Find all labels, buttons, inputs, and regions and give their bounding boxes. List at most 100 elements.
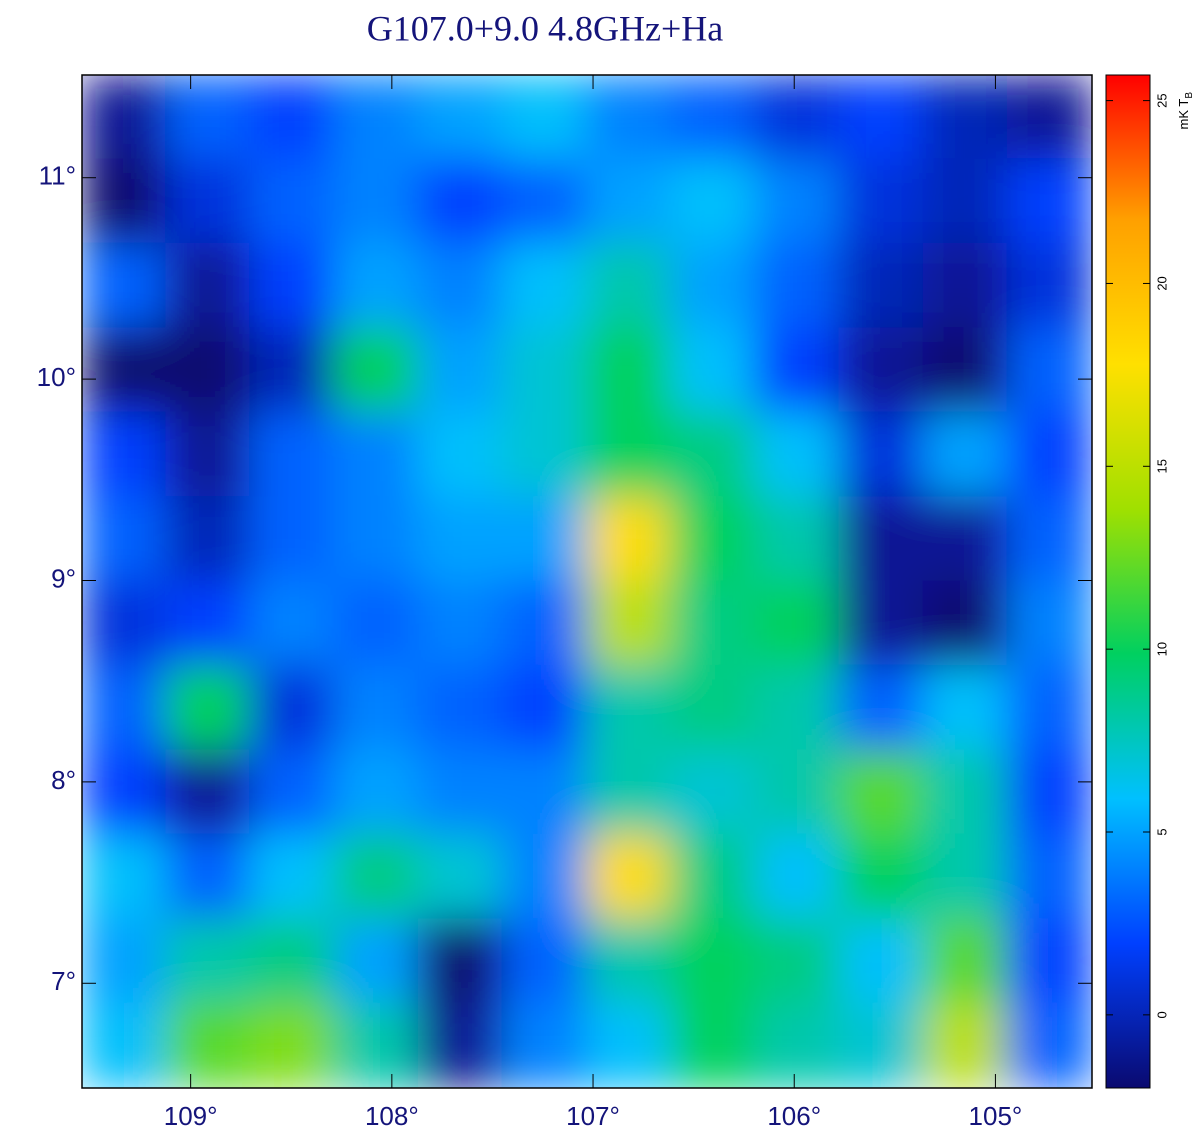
heat-cell [333, 833, 420, 921]
heat-cell [922, 158, 1009, 245]
heat-cell [333, 918, 420, 1005]
heat-cell [417, 411, 504, 499]
heat-cell [922, 664, 1009, 752]
heat-cell [1006, 158, 1092, 245]
heat-cell [922, 327, 1009, 414]
heat-cell [165, 75, 252, 161]
heat-cell [249, 158, 336, 245]
colorbar-tick-label: 0 [1154, 1011, 1169, 1018]
heat-cell [165, 242, 252, 330]
heat-cell [922, 242, 1009, 330]
heat-cell [670, 833, 757, 921]
heat-cell [249, 833, 336, 921]
heat-cell [754, 1002, 841, 1088]
heat-cell [586, 1002, 673, 1088]
heat-cell [922, 749, 1009, 836]
heat-cell [838, 1002, 925, 1088]
heat-cell [501, 242, 588, 330]
heat-cell [1006, 496, 1092, 583]
heat-cell [754, 158, 841, 245]
x-tick-label: 108° [365, 1101, 419, 1131]
heat-cell [165, 580, 252, 667]
heat-cell [82, 242, 168, 330]
heat-cell [838, 749, 925, 836]
heat-cell [249, 496, 336, 583]
heat-cell [838, 918, 925, 1005]
heat-cell [586, 749, 673, 836]
heat-cell [922, 411, 1009, 499]
heat-cell [754, 75, 841, 161]
heat-cell [249, 918, 336, 1005]
colorbar-tick-label: 5 [1154, 828, 1169, 835]
heat-cell [670, 749, 757, 836]
heat-cell [249, 1002, 336, 1088]
heat-cell [922, 75, 1009, 161]
heat-cell [922, 580, 1009, 667]
heat-cell [82, 411, 168, 499]
y-tick-label: 7° [51, 966, 76, 996]
heat-cell [1006, 580, 1092, 667]
heat-cell [333, 158, 420, 245]
heat-cell [838, 158, 925, 245]
heat-cell [586, 75, 673, 161]
heat-cell [922, 1002, 1009, 1088]
heat-cell [586, 411, 673, 499]
x-tick-label: 107° [566, 1101, 620, 1131]
y-tick-label: 9° [51, 563, 76, 593]
heat-cell [754, 242, 841, 330]
heat-cell [417, 749, 504, 836]
heat-cell [82, 1002, 168, 1088]
heat-cell [82, 749, 168, 836]
heat-cell [922, 833, 1009, 921]
heat-cell [501, 664, 588, 752]
heat-cell [249, 242, 336, 330]
y-tick-label: 10° [37, 362, 76, 392]
heat-cell [165, 833, 252, 921]
heat-cell [501, 1002, 588, 1088]
heat-cell [333, 242, 420, 330]
heat-cell [82, 496, 168, 583]
x-tick-label: 109° [164, 1101, 218, 1131]
heat-cell [501, 496, 588, 583]
heat-cell [165, 411, 252, 499]
heat-cell [333, 496, 420, 583]
heat-cell [670, 158, 757, 245]
heat-cell [417, 242, 504, 330]
heat-cell [838, 411, 925, 499]
heat-cell [333, 749, 420, 836]
heat-cell [838, 833, 925, 921]
heat-cell [670, 1002, 757, 1088]
heat-cell [1006, 833, 1092, 921]
colorbar-tick-label: 20 [1154, 276, 1169, 290]
heat-cell [417, 580, 504, 667]
y-tick-label: 11° [39, 161, 76, 191]
heat-cell [165, 749, 252, 836]
heat-cell [670, 242, 757, 330]
heat-cell [754, 833, 841, 921]
heat-cell [82, 158, 168, 245]
heat-cell [501, 327, 588, 414]
heat-cell [670, 918, 757, 1005]
heat-cell [501, 158, 588, 245]
heat-cell [165, 664, 252, 752]
heat-cell [333, 664, 420, 752]
heat-cell [165, 918, 252, 1005]
heat-cell [249, 411, 336, 499]
heat-cell [754, 918, 841, 1005]
heat-cell [754, 749, 841, 836]
heat-cell [754, 580, 841, 667]
heat-cell [82, 833, 168, 921]
heatmap [82, 75, 1092, 1088]
heat-cell [670, 327, 757, 414]
colorbar-tick-label: 10 [1154, 642, 1169, 656]
heat-cell [82, 327, 168, 414]
heat-cell [82, 75, 168, 161]
heat-cell [670, 496, 757, 583]
heat-cell [165, 158, 252, 245]
chart-title: G107.0+9.0 4.8GHz+Ha [367, 8, 724, 48]
heat-cell [838, 580, 925, 667]
heat-cell [586, 242, 673, 330]
plot-frame [81, 74, 1093, 1089]
heat-cell [249, 327, 336, 414]
